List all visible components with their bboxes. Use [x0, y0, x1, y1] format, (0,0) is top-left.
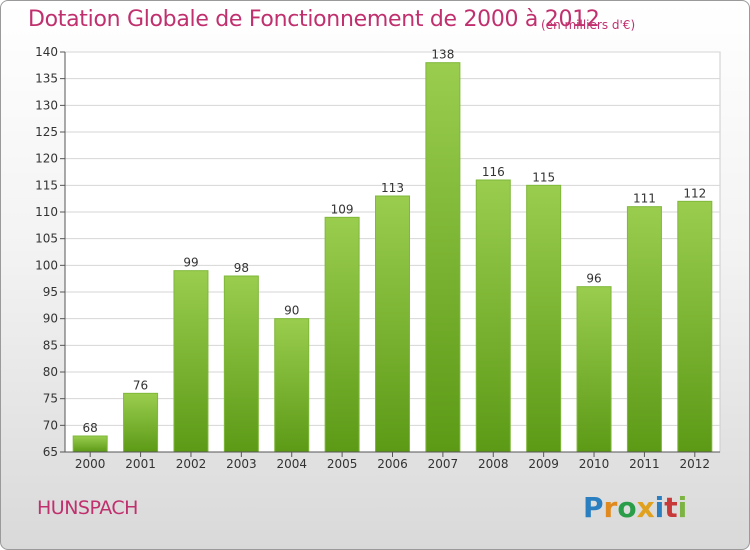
y-tick-label: 115 — [35, 178, 58, 192]
data-label: 96 — [586, 272, 601, 286]
bar-2012 — [677, 200, 713, 453]
bar-2004 — [274, 318, 310, 453]
proxiti-logo: Proxiti — [583, 488, 693, 528]
bar-2002 — [173, 270, 209, 453]
y-tick-label: 75 — [43, 392, 58, 406]
data-label: 98 — [234, 261, 249, 275]
y-tick-label: 100 — [35, 258, 58, 272]
bar-2005 — [324, 216, 360, 453]
y-tick-label: 90 — [43, 312, 58, 326]
data-label: 68 — [83, 421, 98, 435]
bar-2000 — [72, 435, 108, 453]
bar-2003 — [223, 275, 259, 453]
x-tick-label: 2004 — [276, 457, 307, 471]
data-label: 115 — [532, 170, 555, 184]
x-tick-label: 2008 — [478, 457, 509, 471]
x-tick-label: 2011 — [629, 457, 660, 471]
x-tick-label: 2009 — [528, 457, 559, 471]
x-tick-label: 2000 — [75, 457, 106, 471]
x-tick-label: 2003 — [226, 457, 257, 471]
data-label: 99 — [183, 256, 198, 270]
y-tick-label: 95 — [43, 285, 58, 299]
y-axis: 65 70 75 80 85 90 95 100 105 110 115 120 125 130 135 14… — [35, 45, 66, 459]
bars: 68 76 99 98 90 109 113 138 116 115 96 111 112 — [72, 48, 713, 453]
bar-2010 — [576, 286, 612, 453]
y-tick-label: 110 — [35, 205, 58, 219]
x-tick-label: 2002 — [176, 457, 207, 471]
data-label: 109 — [331, 202, 354, 216]
y-tick-label: 105 — [35, 232, 58, 246]
x-tick-label: 2012 — [680, 457, 711, 471]
x-tick-label: 2010 — [579, 457, 610, 471]
y-tick-label: 140 — [35, 45, 58, 59]
x-tick-label: 2007 — [428, 457, 459, 471]
y-tick-label: 135 — [35, 72, 58, 86]
data-label: 90 — [284, 304, 299, 318]
y-tick-label: 85 — [43, 338, 58, 352]
bar-2007 — [425, 62, 461, 453]
x-tick-label: 2001 — [125, 457, 156, 471]
y-tick-label: 65 — [43, 445, 58, 459]
data-label: 113 — [381, 181, 404, 195]
x-tick-label: 2006 — [377, 457, 408, 471]
data-label: 138 — [431, 48, 454, 62]
commune-name: HUNSPACH — [37, 497, 138, 519]
y-tick-label: 130 — [35, 98, 58, 112]
y-tick-label: 70 — [43, 418, 58, 432]
y-tick-label: 80 — [43, 365, 58, 379]
bar-2011 — [626, 206, 662, 453]
bar-2001 — [123, 392, 159, 453]
svg-text:Proxiti: Proxiti — [583, 491, 687, 524]
data-label: 76 — [133, 378, 148, 392]
chart-subtitle: (en milliers d'€) — [541, 18, 636, 32]
x-axis: 2000 2001 2002 2003 2004 2005 2006 2007 2008 2009… — [65, 451, 720, 471]
x-tick-label: 2005 — [327, 457, 358, 471]
data-label: 112 — [683, 186, 706, 200]
bar-2008 — [475, 179, 511, 453]
data-label: 111 — [633, 192, 656, 206]
y-tick-label: 125 — [35, 125, 58, 139]
data-label: 116 — [482, 165, 505, 179]
logo-wordmark-icon: Proxiti — [583, 491, 687, 524]
chart-title: Dotation Globale de Fonctionnement de 20… — [28, 7, 600, 32]
y-tick-label: 120 — [35, 152, 58, 166]
bar-2006 — [375, 195, 410, 453]
bar-2009 — [526, 184, 562, 453]
